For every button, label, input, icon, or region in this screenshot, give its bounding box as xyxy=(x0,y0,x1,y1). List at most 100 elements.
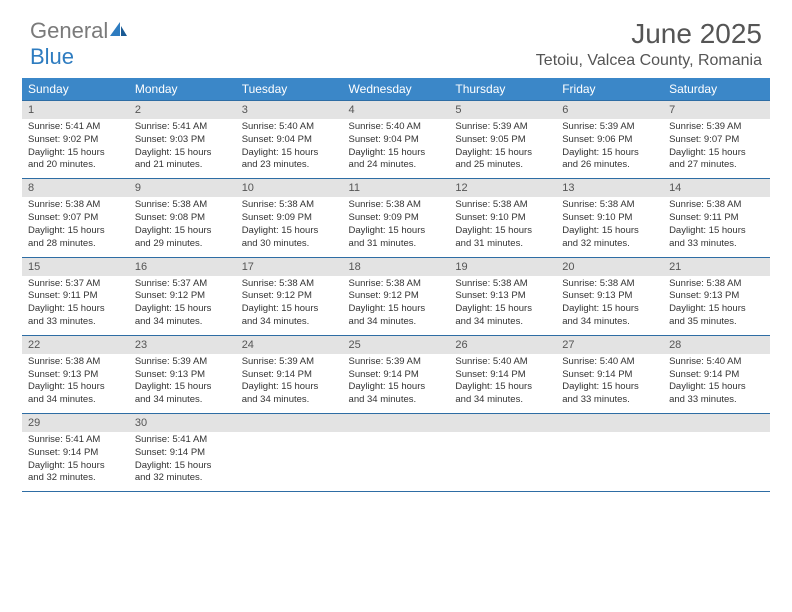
day-cell xyxy=(343,414,450,492)
sunset-line: Sunset: 9:08 PM xyxy=(135,212,230,225)
sunset-line: Sunset: 9:13 PM xyxy=(562,290,657,303)
sunrise-line: Sunrise: 5:40 AM xyxy=(349,121,444,134)
day-number: 23 xyxy=(129,336,236,354)
sunset-line: Sunset: 9:07 PM xyxy=(28,212,123,225)
sunrise-line: Sunrise: 5:39 AM xyxy=(455,121,550,134)
daylight-line: Daylight: 15 hours and 21 minutes. xyxy=(135,147,230,173)
day-cell: 13Sunrise: 5:38 AMSunset: 9:10 PMDayligh… xyxy=(556,179,663,257)
daylight-line: Daylight: 15 hours and 28 minutes. xyxy=(28,225,123,251)
day-number: 8 xyxy=(22,179,129,197)
month-title: June 2025 xyxy=(536,18,762,50)
week-row: 1Sunrise: 5:41 AMSunset: 9:02 PMDaylight… xyxy=(22,101,770,179)
day-header: Wednesday xyxy=(343,78,450,101)
day-cell: 29Sunrise: 5:41 AMSunset: 9:14 PMDayligh… xyxy=(22,414,129,492)
day-number: 2 xyxy=(129,101,236,119)
day-body: Sunrise: 5:38 AMSunset: 9:13 PMDaylight:… xyxy=(663,276,770,335)
daylight-line: Daylight: 15 hours and 34 minutes. xyxy=(455,381,550,407)
day-body: Sunrise: 5:41 AMSunset: 9:14 PMDaylight:… xyxy=(129,432,236,491)
day-header: Sunday xyxy=(22,78,129,101)
day-cell: 20Sunrise: 5:38 AMSunset: 9:13 PMDayligh… xyxy=(556,257,663,335)
day-cell: 26Sunrise: 5:40 AMSunset: 9:14 PMDayligh… xyxy=(449,335,556,413)
week-row: 22 Sunrise: 5:38 AMSunset: 9:13 PM Dayligh… xyxy=(22,335,770,413)
daylight-line: Daylight: 15 hours and 34 minutes. xyxy=(242,303,337,329)
day-number: 18 xyxy=(343,258,450,276)
day-number: 19 xyxy=(449,258,556,276)
day-body: Sunrise: 5:39 AMSunset: 9:07 PMDaylight:… xyxy=(663,119,770,178)
day-number: 28 xyxy=(663,336,770,354)
day-body: Sunrise: 5:39 AMSunset: 9:13 PMDaylight:… xyxy=(129,354,236,413)
sunrise-line: Sunrise: 5:40 AM xyxy=(669,356,764,369)
day-body: Sunrise: 5:41 AMSunset: 9:02 PMDaylight:… xyxy=(22,119,129,178)
day-number: 25 xyxy=(343,336,450,354)
sunrise-line: Sunrise: 5:38 AM xyxy=(349,278,444,291)
day-body: Sunrise: 5:40 AMSunset: 9:04 PMDaylight:… xyxy=(343,119,450,178)
day-cell: 28Sunrise: 5:40 AMSunset: 9:14 PMDayligh… xyxy=(663,335,770,413)
daylight-line: Daylight: 15 hours and 23 minutes. xyxy=(242,147,337,173)
daylight-line: Daylight: 15 hours and 35 minutes. xyxy=(669,303,764,329)
daylight-line: Daylight: 15 hours and 26 minutes. xyxy=(562,147,657,173)
day-body: Sunrise: 5:41 AMSunset: 9:03 PMDaylight:… xyxy=(129,119,236,178)
sunset-line: Sunset: 9:12 PM xyxy=(135,290,230,303)
sunrise-line: Sunrise: 5:39 AM xyxy=(135,356,230,369)
sunrise-line: Sunrise: 5:38 AM xyxy=(135,199,230,212)
day-number: 29 xyxy=(22,414,129,432)
day-cell: 7Sunrise: 5:39 AMSunset: 9:07 PMDaylight… xyxy=(663,101,770,179)
day-cell: 1Sunrise: 5:41 AMSunset: 9:02 PMDaylight… xyxy=(22,101,129,179)
sunset-line: Sunset: 9:07 PM xyxy=(669,134,764,147)
day-cell: 25Sunrise: 5:39 AMSunset: 9:14 PMDayligh… xyxy=(343,335,450,413)
day-number xyxy=(556,414,663,432)
day-body: Sunrise: 5:39 AMSunset: 9:14 PMDaylight:… xyxy=(343,354,450,413)
daylight-line: Daylight: 15 hours and 33 minutes. xyxy=(562,381,657,407)
day-body: Sunrise: 5:39 AMSunset: 9:14 PMDaylight:… xyxy=(236,354,343,413)
sunset-line: Sunset: 9:04 PM xyxy=(349,134,444,147)
daylight-line: Daylight: 15 hours and 34 minutes. xyxy=(135,303,230,329)
daylight-line: Daylight: 15 hours and 34 minutes. xyxy=(349,381,444,407)
sunset-line: Sunset: 9:09 PM xyxy=(242,212,337,225)
day-number: 13 xyxy=(556,179,663,197)
sunset-line: Sunset: 9:14 PM xyxy=(349,369,444,382)
logo: General Blue xyxy=(30,18,128,70)
daylight-line: Daylight: 15 hours and 34 minutes. xyxy=(455,303,550,329)
sunrise-line: Sunrise: 5:40 AM xyxy=(455,356,550,369)
day-number: 24 xyxy=(236,336,343,354)
sunset-line: Sunset: 9:13 PM xyxy=(28,369,123,382)
sunrise-line: Sunrise: 5:37 AM xyxy=(28,278,123,291)
day-body: Sunrise: 5:41 AMSunset: 9:14 PMDaylight:… xyxy=(22,432,129,491)
day-number: 9 xyxy=(129,179,236,197)
sunrise-line: Sunrise: 5:38 AM xyxy=(28,356,123,369)
day-number: 17 xyxy=(236,258,343,276)
day-body: Sunrise: 5:39 AMSunset: 9:06 PMDaylight:… xyxy=(556,119,663,178)
day-cell: 14Sunrise: 5:38 AMSunset: 9:11 PMDayligh… xyxy=(663,179,770,257)
sunrise-line: Sunrise: 5:38 AM xyxy=(562,278,657,291)
week-row: 15Sunrise: 5:37 AMSunset: 9:11 PMDayligh… xyxy=(22,257,770,335)
day-number xyxy=(343,414,450,432)
day-number: 4 xyxy=(343,101,450,119)
sunset-line: Sunset: 9:14 PM xyxy=(242,369,337,382)
day-header: Monday xyxy=(129,78,236,101)
day-number: 7 xyxy=(663,101,770,119)
day-number: 30 xyxy=(129,414,236,432)
day-cell: 21Sunrise: 5:38 AMSunset: 9:13 PMDayligh… xyxy=(663,257,770,335)
daylight-line: Daylight: 15 hours and 29 minutes. xyxy=(135,225,230,251)
day-body: Sunrise: 5:37 AMSunset: 9:12 PMDaylight:… xyxy=(129,276,236,335)
day-cell xyxy=(236,414,343,492)
sunrise-line: Sunrise: 5:40 AM xyxy=(562,356,657,369)
day-body: Sunrise: 5:38 AMSunset: 9:11 PMDaylight:… xyxy=(663,197,770,256)
day-cell: 9 Sunrise: 5:38 AMSunset: 9:08 PMDaylight… xyxy=(129,179,236,257)
sunrise-line: Sunrise: 5:41 AM xyxy=(28,121,123,134)
day-number: 5 xyxy=(449,101,556,119)
sunset-line: Sunset: 9:14 PM xyxy=(562,369,657,382)
sunrise-line: Sunrise: 5:38 AM xyxy=(562,199,657,212)
daylight-line: Daylight: 15 hours and 27 minutes. xyxy=(669,147,764,173)
day-cell: 19Sunrise: 5:38 AMSunset: 9:13 PMDayligh… xyxy=(449,257,556,335)
sunset-line: Sunset: 9:09 PM xyxy=(349,212,444,225)
daylight-line: Daylight: 15 hours and 24 minutes. xyxy=(349,147,444,173)
sunset-line: Sunset: 9:10 PM xyxy=(455,212,550,225)
day-body xyxy=(449,432,556,488)
day-header-row: SundayMondayTuesdayWednesdayThursdayFrid… xyxy=(22,78,770,101)
daylight-line: Daylight: 15 hours and 30 minutes. xyxy=(242,225,337,251)
day-number: 22 xyxy=(22,336,129,354)
day-body: Sunrise: 5:37 AMSunset: 9:11 PMDaylight:… xyxy=(22,276,129,335)
day-header: Thursday xyxy=(449,78,556,101)
daylight-line: Daylight: 15 hours and 20 minutes. xyxy=(28,147,123,173)
